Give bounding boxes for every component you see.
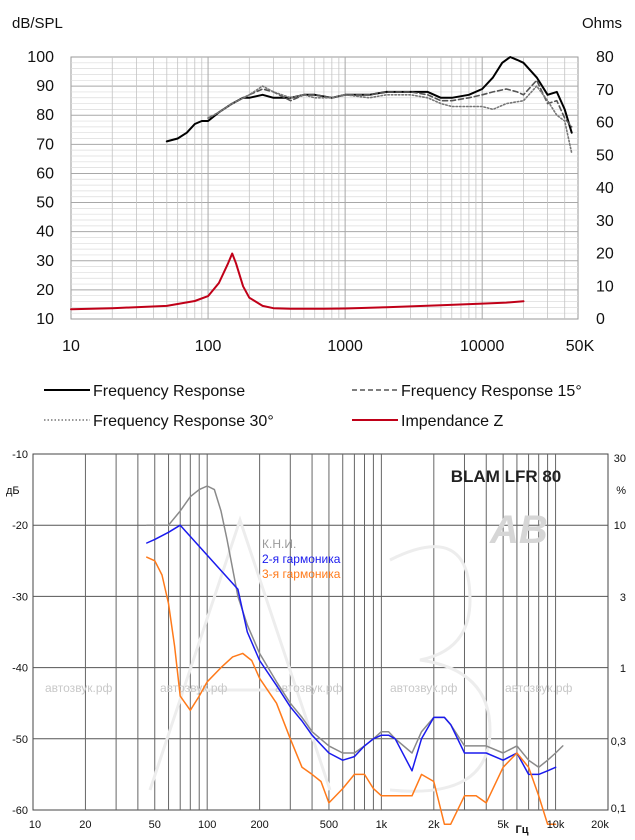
chart-2-series — [146, 485, 564, 825]
chart-1-frequency-response: 10 100 1000 10000 50K10203040506070809010001… — [12, 15, 622, 430]
chart-2-axes: 10 20 50 100 200 500 1k 2k 5k 10k 20k -10 -20 -30 -40 -… — [12, 449, 626, 831]
chart-1-ylabel-left: dB/SPL — [12, 15, 63, 32]
chart-1-series-3 — [70, 252, 525, 311]
watermark-text: автозвук.рф — [160, 681, 228, 695]
chart-2-ylabel-right: % — [616, 485, 626, 497]
chart-2-xlabel: Гц — [516, 824, 529, 836]
chart-1-series-1 — [207, 79, 573, 128]
chart-1-y-tick-label-left: 80 — [36, 107, 54, 124]
chart-2-watermark: AB автозвук.рф автозвук.рф автозвук.рф автоз… — [45, 508, 573, 793]
chart-2-ylabel-left: дБ — [6, 485, 20, 497]
chart-2-x-tick-label: 100 — [198, 819, 216, 831]
chart-1-y-tick-label-right: 0 — [596, 311, 605, 328]
chart-2-y-tick-label-right: 0,1 — [611, 803, 626, 815]
chart-1-grid — [70, 56, 579, 320]
chart-2-y-tick-label-left: -50 — [12, 734, 28, 746]
chart-2-grid — [32, 453, 609, 811]
watermark-text: автозвук.рф — [505, 681, 573, 695]
chart-2-legend-label: К.Н.И. — [262, 537, 296, 551]
chart-2-y-tick-label-right: 30 — [614, 453, 626, 465]
chart-2-x-tick-label: 20k — [591, 819, 609, 831]
chart-1-y-tick-label-right: 10 — [596, 278, 614, 295]
chart-2-y-tick-label-right: 3 — [620, 592, 626, 604]
chart-2-y-tick-label-left: -60 — [12, 805, 28, 817]
chart-2-legend-label: 3-я гармоника — [262, 567, 341, 581]
chart-1-y-tick-label-right: 40 — [596, 180, 614, 197]
chart-1-y-tick-label-left: 20 — [36, 282, 54, 299]
chart-2-y-tick-label-right: 0,3 — [611, 736, 626, 748]
chart-2-y-tick-label-right: 1 — [620, 663, 626, 675]
chart-2-series-1 — [146, 524, 557, 776]
chart-1-axes: 10 100 1000 10000 50K10203040506070809010001… — [27, 49, 614, 355]
chart-1-y-tick-label-right: 60 — [596, 115, 614, 132]
chart-2-x-tick-label: 200 — [250, 819, 268, 831]
chart-2-x-tick-label: 50 — [149, 819, 161, 831]
chart-1-x-tick-label: 100 — [195, 338, 222, 355]
chart-2-y-tick-label-left: -30 — [12, 591, 28, 603]
watermark-text: автозвук.рф — [45, 681, 113, 695]
chart-2-y-tick-label-left: -10 — [12, 449, 28, 461]
chart-1-y-tick-label-left: 50 — [36, 195, 54, 212]
chart-2-x-tick-label: 500 — [320, 819, 338, 831]
chart-1-y-tick-label-right: 50 — [596, 147, 614, 164]
chart-2-y-tick-label-right: 10 — [614, 520, 626, 532]
chart-1-y-tick-label-left: 70 — [36, 136, 54, 153]
chart-2-series-2 — [146, 556, 557, 825]
chart-1-legend: Frequency Response Frequency Response 15°… — [44, 383, 582, 430]
chart-2-y-tick-label-left: -40 — [12, 663, 28, 675]
chart-2-title: BLAM LFR 80 — [451, 467, 562, 486]
chart-1-x-tick-label: 50K — [566, 338, 595, 355]
chart-1-y-tick-label-right: 20 — [596, 246, 614, 263]
chart-1-y-tick-label-right: 30 — [596, 213, 614, 230]
chart-2-x-tick-label: 1k — [376, 819, 388, 831]
chart-1-y-tick-label-left: 90 — [36, 78, 54, 95]
chart-2-x-tick-label: 10k — [547, 819, 565, 831]
chart-1-plot-area — [70, 56, 579, 320]
chart-1-y-tick-label-left: 30 — [36, 253, 54, 270]
chart-2-x-tick-label: 5k — [497, 819, 509, 831]
watermark-letter-b — [389, 545, 492, 793]
chart-2-x-tick-label: 10 — [29, 819, 41, 831]
chart-2-x-tick-label: 20 — [79, 819, 91, 831]
chart-1-y-tick-label-left: 40 — [36, 224, 54, 241]
chart-2-x-tick-label: 2k — [428, 819, 440, 831]
chart-1-legend-label: Impendance Z — [401, 413, 504, 430]
chart-1-legend-label: Frequency Response — [93, 383, 245, 400]
chart-2-y-tick-label-left: -20 — [12, 520, 28, 532]
chart-2-legend-label: 2-я гармоника — [262, 552, 341, 566]
chart-2-plot-area — [32, 453, 609, 811]
chart-1-legend-label: Frequency Response 30° — [93, 413, 274, 430]
chart-1-x-tick-label: 10 — [62, 338, 80, 355]
chart-1-x-tick-label: 10000 — [460, 338, 505, 355]
chart-1-y-tick-label-left: 60 — [36, 165, 54, 182]
chart-1-legend-label: Frequency Response 15° — [401, 383, 582, 400]
watermark-text: автозвук.рф — [390, 681, 458, 695]
chart-1-y-tick-label-right: 70 — [596, 82, 614, 99]
chart-1-y-tick-label-left: 100 — [27, 49, 54, 66]
chart-1-y-tick-label-right: 80 — [596, 49, 614, 66]
watermark-letter-a — [148, 515, 332, 791]
chart-1-y-tick-label-left: 10 — [36, 311, 54, 328]
chart-2-distortion: AB автозвук.рф автозвук.рф автозвук.рф автоз… — [6, 449, 626, 836]
chart-1-ylabel-right: Ohms — [582, 15, 622, 32]
chart-2-series-0 — [146, 485, 564, 769]
watermark-logo: AB — [489, 508, 548, 552]
chart-1-series-2 — [207, 85, 573, 154]
chart-1-series — [70, 56, 573, 311]
watermark-text: автозвук.рф — [275, 681, 343, 695]
chart-1-x-tick-label: 1000 — [327, 338, 363, 355]
